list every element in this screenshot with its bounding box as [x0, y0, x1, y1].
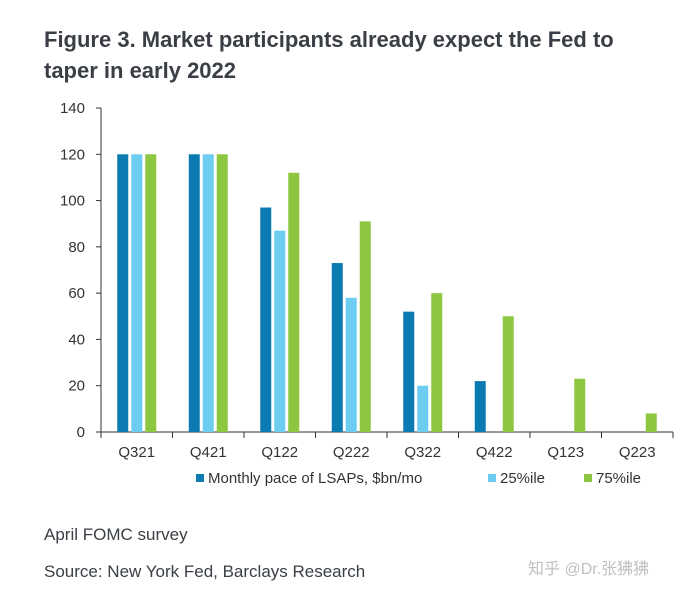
legend-swatch [488, 474, 496, 482]
legend-label: 25%ile [500, 470, 545, 487]
y-tick-label: 140 [60, 100, 85, 117]
y-tick-label: 120 [60, 146, 85, 163]
survey-note: April FOMC survey [44, 525, 188, 544]
x-tick-label: Q421 [190, 444, 227, 461]
bar-chart: 0 20 40 60 80 100 120 140 Q321 Q421 Q122 Q222 Q322 Q4… [60, 100, 674, 487]
legend-label: 75%ile [596, 470, 641, 487]
bar [403, 311, 415, 432]
y-tick-label: 20 [68, 378, 85, 395]
bar [131, 154, 143, 433]
bar [345, 297, 357, 432]
bar [274, 230, 286, 432]
chart-bars [117, 154, 657, 433]
bar [288, 172, 300, 433]
y-tick-label: 0 [77, 424, 85, 441]
chart-legend: Monthly pace of LSAPs, $bn/mo 25%ile 75%il… [196, 470, 641, 487]
y-tick-label: 80 [68, 239, 85, 256]
bar [117, 154, 129, 433]
source-note: Source: New York Fed, Barclays Research [44, 562, 366, 581]
watermark: 知乎 @Dr.张狒狒 [528, 561, 650, 578]
bar [331, 263, 343, 432]
chart-axes: 0 20 40 60 80 100 120 140 Q321 Q421 Q122 Q222 Q322 Q4… [60, 100, 674, 461]
y-tick-label: 100 [60, 193, 85, 210]
y-tick-label: 60 [68, 285, 85, 302]
bar [188, 154, 200, 433]
x-tick-label: Q123 [547, 444, 584, 461]
bar [260, 207, 272, 432]
y-tick-label: 40 [68, 331, 85, 348]
bar [431, 293, 443, 432]
bar [502, 316, 514, 432]
bar [216, 154, 228, 433]
x-tick-label: Q321 [118, 444, 155, 461]
x-tick-label: Q223 [619, 444, 656, 461]
bar [474, 381, 486, 432]
legend-swatch [196, 474, 204, 482]
x-tick-label: Q422 [476, 444, 513, 461]
bar [417, 385, 429, 432]
x-tick-label: Q122 [261, 444, 298, 461]
bar [574, 378, 586, 432]
bar [202, 154, 214, 433]
legend-swatch [584, 474, 592, 482]
chart-title: Figure 3. Market participants already ex… [44, 27, 614, 83]
bar [145, 154, 157, 433]
bar [645, 413, 657, 432]
bar [359, 221, 371, 432]
legend-label: Monthly pace of LSAPs, $bn/mo [208, 470, 422, 487]
x-tick-label: Q322 [404, 444, 441, 461]
x-tick-label: Q222 [333, 444, 370, 461]
